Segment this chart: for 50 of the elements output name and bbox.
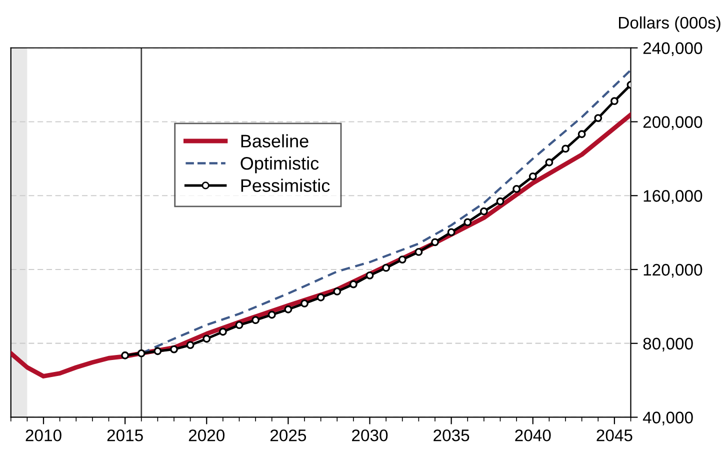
- point: [431, 238, 439, 246]
- point: [316, 293, 325, 302]
- x-tick-label: 2015: [107, 429, 143, 442]
- point: [578, 130, 586, 138]
- point: [398, 256, 406, 264]
- point: [610, 97, 618, 106]
- point: [154, 347, 162, 356]
- y-tick-label: 40,000: [642, 412, 693, 426]
- x-tick-label: 2035: [434, 429, 470, 442]
- point: [528, 172, 537, 180]
- x-tick-label: 2025: [270, 429, 306, 442]
- point: [545, 158, 554, 166]
- point: [512, 185, 521, 193]
- point: [447, 228, 456, 236]
- point: [284, 305, 292, 314]
- y-tick-label: 160,000: [644, 190, 702, 204]
- point: [300, 300, 308, 308]
- point: [218, 328, 227, 336]
- legend-label: Baseline: [241, 134, 308, 148]
- point: [333, 288, 342, 296]
- y-tick-label: 120,000: [644, 264, 702, 278]
- legend-label: Pessimistic: [241, 178, 330, 192]
- point: [366, 271, 374, 280]
- point: [170, 345, 178, 354]
- point: [464, 218, 472, 226]
- point: [121, 351, 130, 360]
- y-tick-label: 240,000: [643, 42, 702, 56]
- line-series: [10, 112, 631, 378]
- point: [268, 310, 276, 319]
- x-tick-label: 2045: [596, 429, 632, 442]
- point: [235, 321, 244, 330]
- point: [349, 280, 358, 288]
- point: [496, 197, 504, 206]
- point: [414, 248, 423, 256]
- point: [594, 114, 602, 122]
- point: [186, 341, 194, 349]
- point: [562, 144, 570, 153]
- point: [137, 349, 146, 358]
- x-tick-label: 2010: [26, 429, 62, 442]
- point: [480, 207, 488, 216]
- x-tick-label: 2020: [188, 429, 225, 442]
- y-tick-label: 200,000: [643, 116, 702, 130]
- point: [202, 334, 211, 343]
- x-tick-label: 2040: [515, 429, 551, 442]
- point: [252, 316, 260, 324]
- legend-label: Optimistic: [240, 156, 319, 174]
- x-tick-label: 2030: [352, 429, 388, 442]
- y-tick-label: 80,000: [643, 338, 693, 352]
- y-axis-title: Dollars (000s): [619, 16, 720, 32]
- point: [382, 264, 390, 272]
